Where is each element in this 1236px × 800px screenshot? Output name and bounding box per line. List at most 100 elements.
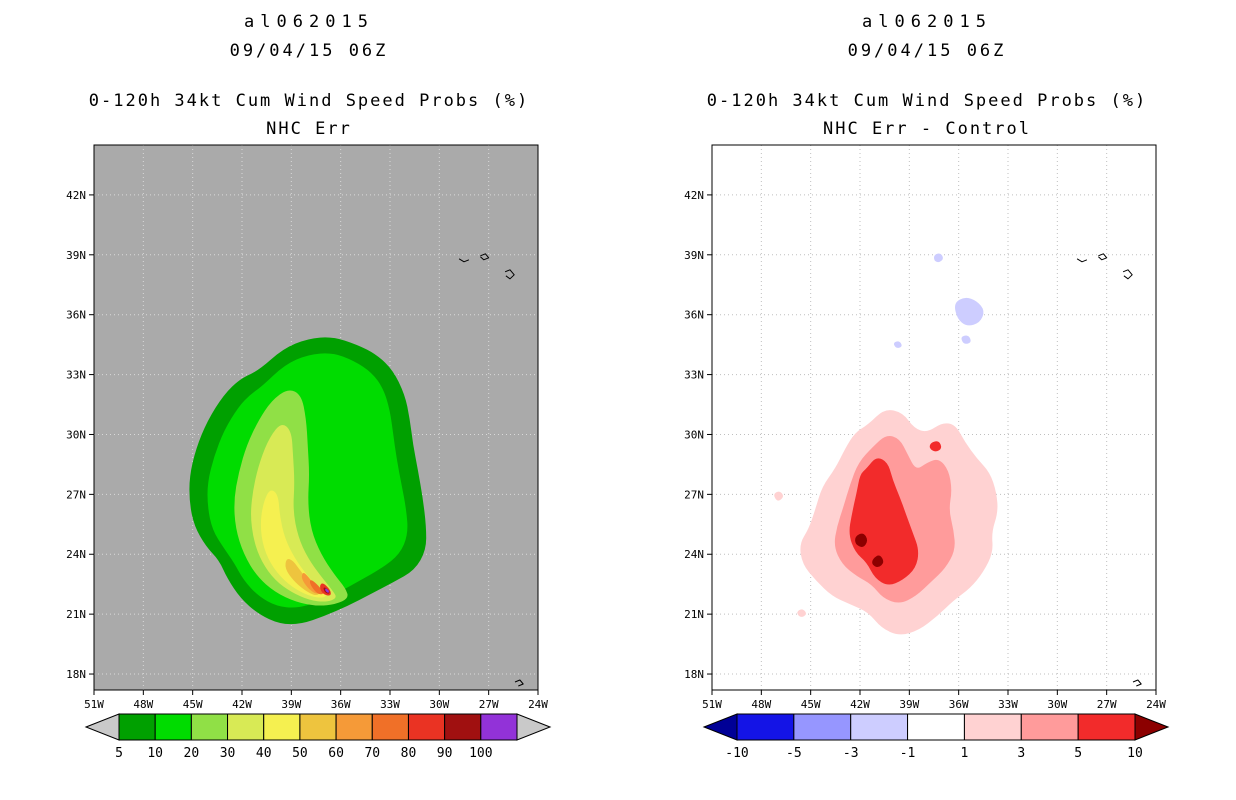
colorbar-segment [480,713,518,741]
contour-level--1 [955,297,984,326]
colorbar-segment [263,713,301,741]
lat-tick-label: 18N [66,668,86,681]
contour-level-10 [855,533,867,547]
colorbar-label: 3 [1017,746,1025,761]
lon-tick-label: 39W [899,698,919,711]
lat-tick-label: 27N [66,488,86,501]
colorbar-segment [190,713,229,741]
colorbar-label: 10 [1127,746,1143,761]
colorbar-label: 10 [147,746,163,761]
colorbar-segment [154,713,192,741]
lat-tick-label: 42N [66,189,86,202]
colorbar-segment [407,713,446,741]
contour-level-1 [797,609,806,617]
chart-title: 0-120h 34kt Cum Wind Speed Probs (%) [706,91,1148,111]
lat-tick-label: 27N [684,488,704,501]
contour-level-1 [774,491,783,501]
lat-tick-label: 42N [684,189,704,202]
wind-prob-map: 18N 21N 24N 27N 30N 33N 36N 39N 42N 51W 48W 45W 42W 3… [66,144,552,761]
contour-level-100 [325,588,329,593]
coastline-islands [1076,253,1142,687]
contour-level-5 [849,458,919,585]
colorbar-segment [850,713,909,741]
colorbar-segment [227,713,265,741]
colorbar-label: -10 [725,746,748,761]
lon-tick-label: 51W [84,698,104,711]
lat-tick-label: 30N [66,428,86,441]
island-outline [514,679,524,687]
lat-tick-label: 21N [66,608,86,621]
colorbar-label: -1 [900,746,916,761]
chart-title: 0-120h 34kt Cum Wind Speed Probs (%) [88,91,530,111]
chart-subtitle: NHC Err [266,119,352,139]
colorbar-segment [335,713,373,741]
lat-tick-label: 18N [684,668,704,681]
colorbar-label: 90 [437,746,453,761]
island-outline [1132,679,1142,687]
lon-tick-label: 33W [380,698,400,711]
colorbar-label: 30 [220,746,236,761]
init-datetime: 09/04/15 06Z [229,41,389,61]
lat-tick-label: 36N [66,309,86,322]
colorbar-label: -5 [786,746,802,761]
lon-tick-label: 27W [479,698,499,711]
lat-tick-label: 39N [66,249,86,262]
colorbar-segment [1020,713,1079,741]
coastline-islands [458,253,524,687]
axis-ticks-labels: 18N 21N 24N 27N 30N 33N 36N 39N 42N 51W 48W 45W 42W 3… [66,189,548,711]
colorbar: 5 10 20 30 40 50 60 70 80 90 100 [84,713,552,761]
map-frame [93,144,539,691]
panel-nhc-err-minus-control: 18N 21N 24N 27N 30N 33N 36N 39N 42N 51W 48W 45W 42W 3… [618,0,1236,800]
lat-tick-label: 33N [684,369,704,382]
lon-tick-label: 36W [949,698,969,711]
colorbar-segment [299,713,337,741]
colorbar-label: -3 [843,746,859,761]
colorbar-segment [963,713,1022,741]
colorbar-left-arrow [84,713,120,741]
contour-level--1 [893,341,902,348]
lon-tick-label: 39W [281,698,301,711]
lon-tick-label: 24W [1146,698,1166,711]
colorbar-label: 50 [292,746,308,761]
colorbar-label: 60 [328,746,344,761]
colorbar-label: 1 [961,746,969,761]
lat-tick-label: 24N [684,548,704,561]
panel-nhc-err: 18N 21N 24N 27N 30N 33N 36N 39N 42N 51W 48W 45W 42W 3… [66,12,552,761]
map-frame [711,144,1157,691]
chart-subtitle: NHC Err - Control [823,119,1031,139]
colorbar-segment [736,713,795,741]
lat-tick-label: 24N [66,548,86,561]
lon-tick-label: 51W [702,698,722,711]
colorbar-segment [118,713,156,741]
colorbar-label: 80 [401,746,417,761]
lon-tick-label: 36W [331,698,351,711]
colorbar-segment [371,713,409,741]
contour-level--1 [961,335,971,344]
contour-level-5 [929,441,942,452]
lat-tick-label: 30N [684,428,704,441]
lat-tick-label: 36N [684,309,704,322]
lon-tick-label: 45W [183,698,203,711]
storm-id: al062015 [244,12,374,32]
colorbar-label: 5 [1074,746,1082,761]
colorbar-label: 20 [184,746,200,761]
probability-contours [189,337,427,625]
island-outline [1076,258,1088,263]
colorbar-label: 5 [115,746,123,761]
lon-tick-label: 33W [998,698,1018,711]
wind-prob-diff-map: 18N 21N 24N 27N 30N 33N 36N 39N 42N 51W 48W 45W 42W 3… [684,144,1170,761]
colorbar-label: 100 [469,746,492,761]
colorbar-segment [1077,713,1136,741]
lon-tick-label: 42W [232,698,252,711]
island-outline [504,269,515,280]
lon-tick-label: 24W [528,698,548,711]
lon-tick-label: 42W [850,698,870,711]
storm-id: al062015 [862,12,992,32]
lon-tick-label: 30W [1047,698,1067,711]
lon-tick-label: 30W [429,698,449,711]
lon-tick-label: 48W [133,698,153,711]
colorbar-segment [444,713,482,741]
lat-tick-label: 39N [684,249,704,262]
island-outline [1098,253,1108,261]
colorbar-label: 40 [256,746,272,761]
